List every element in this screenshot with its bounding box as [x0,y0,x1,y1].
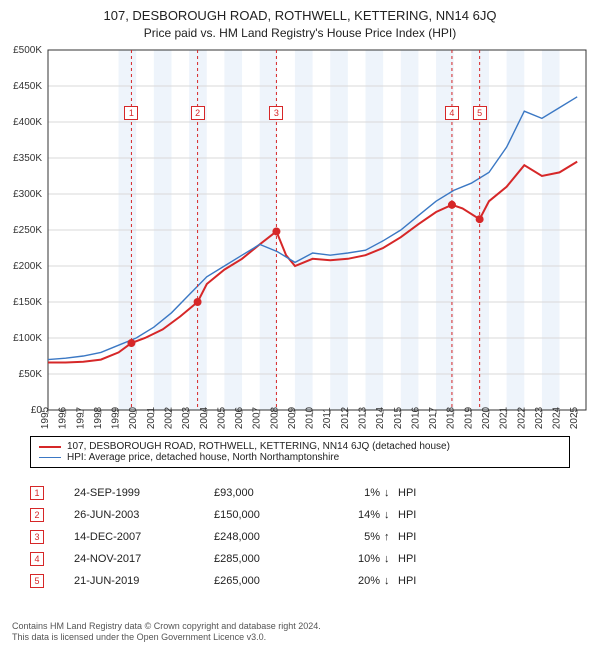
y-tick-label: £350K [13,153,42,164]
marker-badge: 1 [124,106,138,120]
arrow-up-icon: ↑ [384,531,398,543]
y-tick-label: £450K [13,81,42,92]
footer: Contains HM Land Registry data © Crown c… [12,621,588,644]
row-badge: 4 [30,552,44,566]
table-row: 5 21-JUN-2019£265,00020%↓HPI [30,570,570,592]
legend: 107, DESBOROUGH ROAD, ROTHWELL, KETTERIN… [30,436,570,468]
marker-dot [127,339,135,347]
row-badge: 5 [30,574,44,588]
arrow-down-icon: ↓ [384,575,398,587]
table-row: 3 14-DEC-2007£248,0005%↑HPI [30,526,570,548]
marker-dot [448,201,456,209]
y-tick-label: £250K [13,225,42,236]
row-price: £265,000 [214,575,324,587]
y-tick-label: £100K [13,333,42,344]
titles: 107, DESBOROUGH ROAD, ROTHWELL, KETTERIN… [0,0,600,40]
row-date: 24-NOV-2017 [74,553,214,565]
chart-svg: £0£50K£100K£150K£200K£250K£300K£350K£400… [0,40,600,460]
arrow-down-icon: ↓ [384,553,398,565]
table-row: 2 26-JUN-2003£150,00014%↓HPI [30,504,570,526]
marker-dot [272,227,280,235]
row-pct: 14% [324,509,384,521]
row-price: £285,000 [214,553,324,565]
y-tick-label: £50K [19,369,43,380]
table-row: 1 24-SEP-1999£93,0001%↓HPI [30,482,570,504]
row-badge: 2 [30,508,44,522]
y-tick-label: £300K [13,189,42,200]
marker-badge: 4 [445,106,459,120]
legend-label: HPI: Average price, detached house, Nort… [67,452,339,463]
y-tick-label: £500K [13,45,42,56]
row-hpi-label: HPI [398,531,438,543]
page-title: 107, DESBOROUGH ROAD, ROTHWELL, KETTERIN… [0,8,600,23]
legend-swatch [39,457,61,458]
row-pct: 20% [324,575,384,587]
arrow-down-icon: ↓ [384,487,398,499]
footer-line-1: Contains HM Land Registry data © Crown c… [12,621,588,633]
page-subtitle: Price paid vs. HM Land Registry's House … [0,26,600,40]
y-tick-label: £400K [13,117,42,128]
row-hpi-label: HPI [398,575,438,587]
row-price: £93,000 [214,487,324,499]
row-date: 21-JUN-2019 [74,575,214,587]
row-pct: 1% [324,487,384,499]
sales-table: 124-SEP-1999£93,0001%↓HPI226-JUN-2003£15… [30,482,570,592]
marker-dot [476,215,484,223]
y-tick-label: £150K [13,297,42,308]
row-hpi-label: HPI [398,509,438,521]
row-price: £248,000 [214,531,324,543]
marker-badge: 5 [473,106,487,120]
price-chart: £0£50K£100K£150K£200K£250K£300K£350K£400… [0,40,600,460]
footer-line-2: This data is licensed under the Open Gov… [12,632,588,644]
page: 107, DESBOROUGH ROAD, ROTHWELL, KETTERIN… [0,0,600,650]
legend-swatch [39,446,61,448]
row-hpi-label: HPI [398,487,438,499]
row-date: 26-JUN-2003 [74,509,214,521]
table-row: 4 24-NOV-2017£285,00010%↓HPI [30,548,570,570]
row-badge: 1 [30,486,44,500]
legend-label: 107, DESBOROUGH ROAD, ROTHWELL, KETTERIN… [67,441,450,452]
row-price: £150,000 [214,509,324,521]
row-badge: 3 [30,530,44,544]
y-tick-label: £200K [13,261,42,272]
legend-item: 107, DESBOROUGH ROAD, ROTHWELL, KETTERIN… [39,441,561,452]
marker-dot [194,298,202,306]
row-date: 14-DEC-2007 [74,531,214,543]
row-pct: 5% [324,531,384,543]
legend-item: HPI: Average price, detached house, Nort… [39,452,561,463]
marker-badge: 3 [269,106,283,120]
row-hpi-label: HPI [398,553,438,565]
arrow-down-icon: ↓ [384,509,398,521]
row-date: 24-SEP-1999 [74,487,214,499]
row-pct: 10% [324,553,384,565]
marker-badge: 2 [191,106,205,120]
